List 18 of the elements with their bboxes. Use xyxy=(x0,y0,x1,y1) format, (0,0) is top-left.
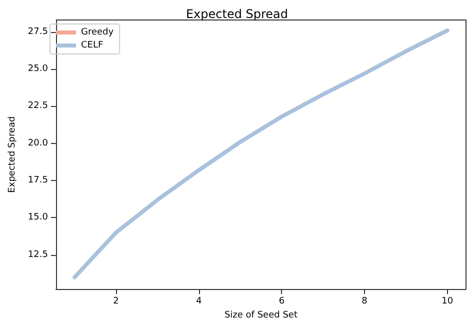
y-tick-label: 12.5 xyxy=(28,250,48,260)
x-tick-label: 2 xyxy=(113,296,119,307)
line-series xyxy=(72,28,450,280)
y-tick-label: 25.0 xyxy=(28,64,48,74)
x-tick-label: 10 xyxy=(442,296,454,307)
x-tick-label: 4 xyxy=(196,296,202,307)
y-tick-label: 22.5 xyxy=(28,101,48,112)
x-axis-title: Size of Seed Set xyxy=(224,310,298,320)
x-tick-label: 6 xyxy=(278,296,285,307)
y-tick-label: 15.0 xyxy=(28,212,48,223)
chart-title: Expected Spread xyxy=(186,7,288,21)
y-tick-label: 17.5 xyxy=(28,176,48,186)
x-tick-label: 8 xyxy=(362,296,368,307)
y-tick-label: 20.0 xyxy=(28,138,48,148)
legend-label: CELF xyxy=(81,40,104,50)
y-tick-label: 27.5 xyxy=(28,26,48,37)
y-axis-title: Expected Spread xyxy=(8,116,18,193)
legend-label: Greedy xyxy=(81,28,114,38)
